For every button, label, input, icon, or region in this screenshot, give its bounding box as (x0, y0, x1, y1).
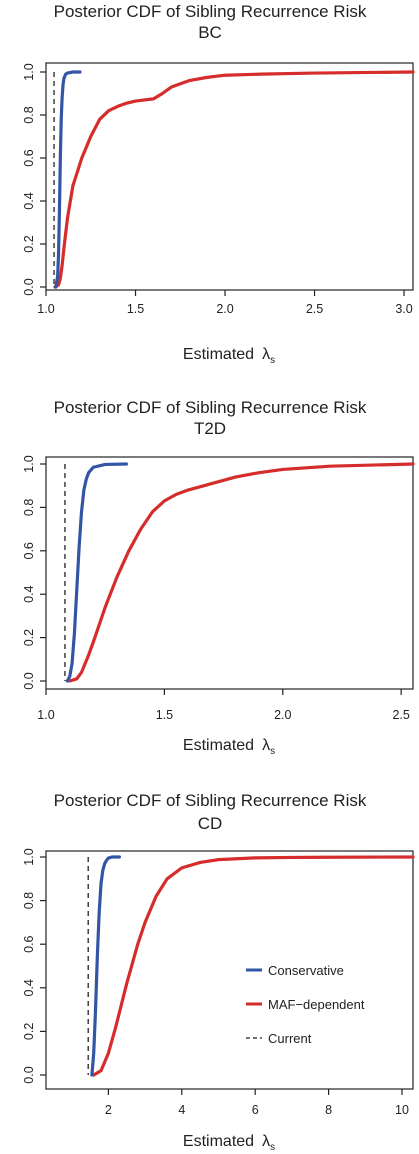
panel-t2d-xticks: 1.0 1.5 2.0 2.5 (37, 689, 410, 722)
panel-bc-ytick-label-4: 0.8 (22, 106, 36, 123)
panel-bc-ytick-label-2: 0.4 (22, 192, 36, 209)
panel-t2d-ytick-label-0: 0.0 (22, 672, 36, 689)
panel-bc-title: Posterior CDF of Sibling Recurrence Risk (54, 2, 367, 21)
panel-t2d-series-conservative (65, 462, 129, 683)
panel-bc-series (53, 70, 415, 289)
panel-cd-ytick-label-0: 0.0 (22, 1066, 36, 1083)
panel-cd-series (90, 855, 415, 1077)
panel-cd-xlabel: Estimated λs (183, 1133, 275, 1153)
panel-bc-ytick-label-0: 0.0 (22, 278, 36, 295)
panel-cd-title: Posterior CDF of Sibling Recurrence Risk (54, 791, 367, 810)
panel-t2d-ytick-label-4: 0.8 (22, 499, 36, 516)
panel-cd-xtick-label-2: 6 (252, 1103, 259, 1117)
panel-bc-xticks: 1.0 1.5 2.0 2.5 3.0 (37, 290, 413, 316)
panel-t2d-series (65, 462, 415, 683)
panel-cd-xtick-label-4: 10 (395, 1103, 409, 1117)
panel-t2d-xlabel: Estimated λs (183, 737, 275, 757)
panel-t2d-xtick-label-3: 2.5 (392, 708, 409, 722)
legend-conservative-label: Conservative (268, 963, 344, 978)
panel-bc-ytick-label-5: 1.0 (22, 63, 36, 80)
legend: Conservative MAF−dependent Current (246, 963, 365, 1046)
panel-bc-xtick-label-2: 2.0 (216, 302, 233, 316)
panel-cd: Posterior CDF of Sibling Recurrence Risk… (22, 791, 415, 1153)
panel-bc-subtitle: BC (198, 23, 222, 42)
panel-bc-ytick-label-3: 0.6 (22, 149, 36, 166)
panel-t2d-xtick-label-2: 2.0 (274, 708, 291, 722)
panel-bc-xtick-label-1: 1.5 (127, 302, 144, 316)
panel-t2d-subtitle: T2D (194, 419, 226, 438)
panel-t2d-ytick-label-5: 1.0 (22, 455, 36, 472)
panel-t2d-frame (45, 456, 414, 690)
panel-t2d-xtick-label-1: 1.5 (156, 708, 173, 722)
panel-bc-xtick-label-4: 3.0 (395, 302, 412, 316)
panel-bc-ytick-label-1: 0.2 (22, 235, 36, 252)
panel-t2d-series-maf (68, 462, 415, 683)
panel-bc-frame (45, 62, 414, 291)
panel-bc-xlabel: Estimated λs (183, 346, 275, 366)
panel-cd-series-maf (92, 855, 415, 1077)
panel-bc-xtick-label-3: 2.5 (306, 302, 323, 316)
panel-t2d-ytick-label-3: 0.6 (22, 542, 36, 559)
panel-t2d: Posterior CDF of Sibling Recurrence Risk… (22, 398, 415, 757)
panel-cd-subtitle: CD (198, 814, 223, 833)
panel-cd-ytick-label-1: 0.2 (22, 1023, 36, 1040)
panel-cd-series-conservative (90, 855, 122, 1077)
panel-t2d-xtick-label-0: 1.0 (37, 708, 54, 722)
panel-cd-yticks: 0.0 0.2 0.4 0.6 0.8 1.0 (22, 848, 46, 1084)
panel-cd-ytick-label-3: 0.6 (22, 935, 36, 952)
legend-maf-label: MAF−dependent (268, 997, 365, 1012)
panel-cd-xtick-label-0: 2 (105, 1103, 112, 1117)
panel-cd-ytick-label-5: 1.0 (22, 848, 36, 865)
panel-t2d-yticks: 0.0 0.2 0.4 0.6 0.8 1.0 (22, 455, 46, 690)
panel-bc-yticks: 0.0 0.2 0.4 0.6 0.8 1.0 (22, 63, 46, 296)
panel-t2d-ytick-label-1: 0.2 (22, 629, 36, 646)
panel-bc-xtick-label-0: 1.0 (37, 302, 54, 316)
panel-bc-series-conservative (54, 70, 82, 289)
panel-bc-series-maf (53, 70, 415, 289)
panel-bc: Posterior CDF of Sibling Recurrence Risk… (22, 2, 415, 366)
panel-cd-frame (45, 850, 414, 1090)
panel-t2d-title: Posterior CDF of Sibling Recurrence Risk (54, 398, 367, 417)
panel-t2d-ytick-label-2: 0.4 (22, 585, 36, 602)
legend-current-label: Current (268, 1031, 312, 1046)
panel-cd-xtick-label-3: 8 (325, 1103, 332, 1117)
panel-cd-xticks: 2 4 6 8 10 (105, 1089, 409, 1117)
panel-cd-xtick-label-1: 4 (178, 1103, 185, 1117)
panel-cd-ytick-label-4: 0.8 (22, 892, 36, 909)
panel-cd-ytick-label-2: 0.4 (22, 979, 36, 996)
